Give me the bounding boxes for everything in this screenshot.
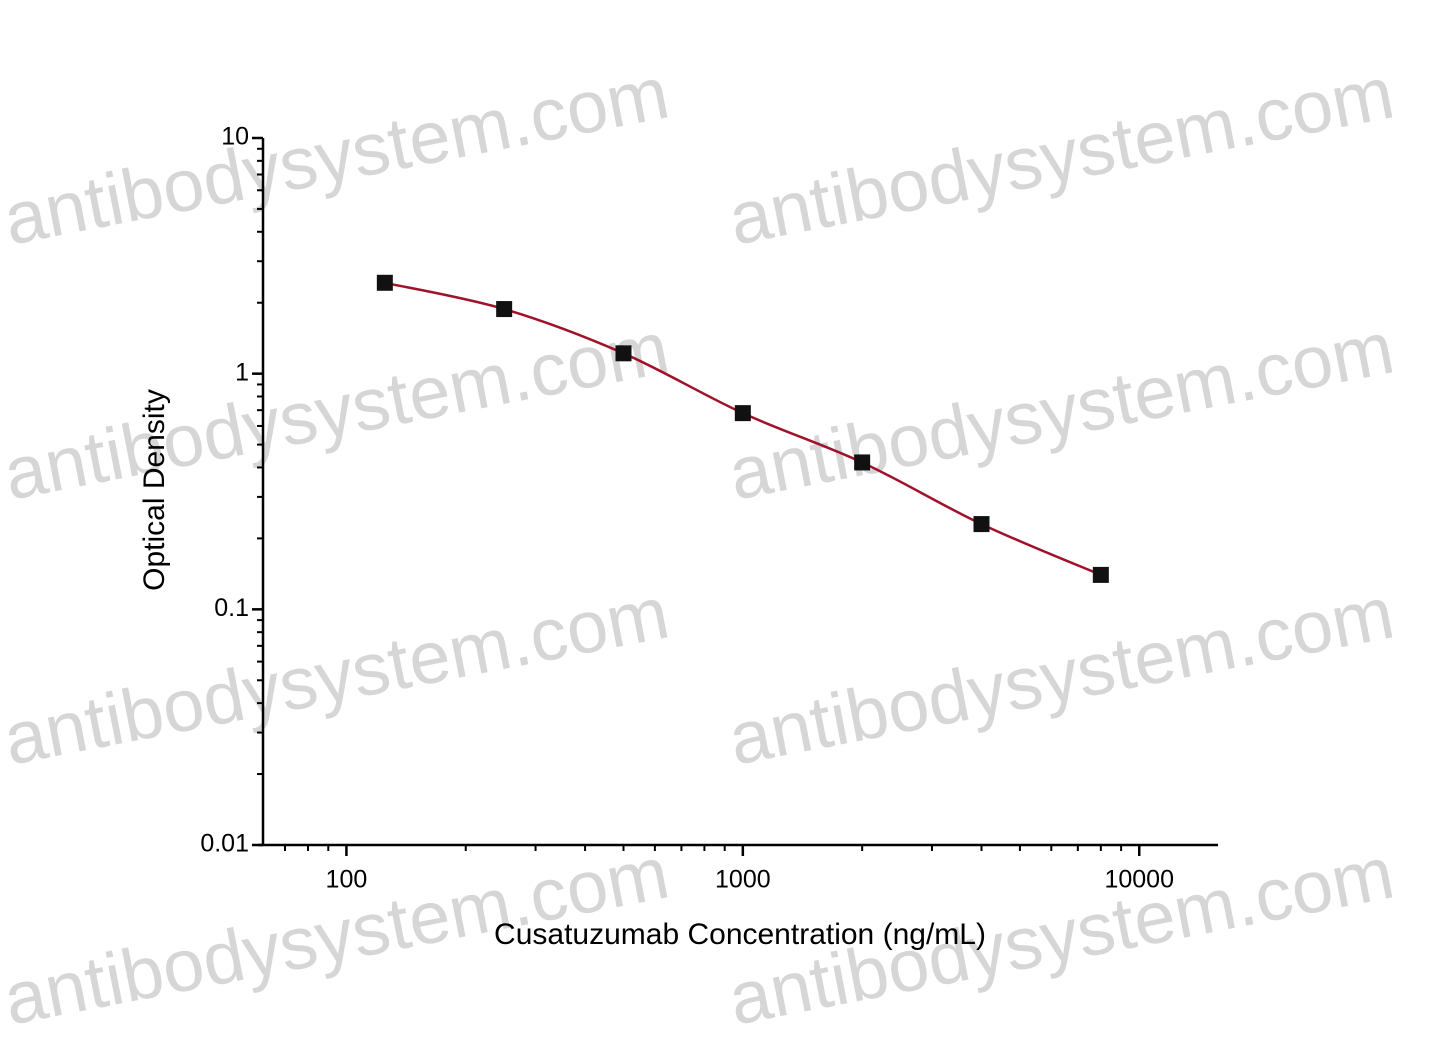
watermark: antibodysystem.com <box>0 306 675 516</box>
y-tick-label: 0.01 <box>200 830 249 858</box>
x-axis-label: Cusatuzumab Concentration (ng/mL) <box>494 918 986 951</box>
y-axis-label: Optical Density <box>138 389 171 591</box>
x-tick-label: 100 <box>326 866 368 894</box>
y-tick-label: 1 <box>235 358 249 386</box>
x-tick-label: 1000 <box>715 866 771 894</box>
data-point <box>496 301 513 318</box>
data-point <box>734 405 751 422</box>
watermark: antibodysystem.com <box>722 571 1400 781</box>
data-point <box>973 516 990 533</box>
watermarks: antibodysystem.com antibodysystem.com an… <box>0 51 1400 1041</box>
data-point <box>1092 566 1109 583</box>
x-tick-label: 10000 <box>1104 866 1174 894</box>
watermark: antibodysystem.com <box>722 51 1400 261</box>
watermark: antibodysystem.com <box>0 51 675 261</box>
y-tick-label: 0.1 <box>214 594 249 622</box>
watermark: antibodysystem.com <box>722 306 1400 516</box>
y-tick-label: 10 <box>221 123 249 151</box>
data-point <box>376 274 393 291</box>
watermark: antibodysystem.com <box>0 571 675 781</box>
data-point <box>615 345 632 362</box>
data-point <box>854 454 871 471</box>
